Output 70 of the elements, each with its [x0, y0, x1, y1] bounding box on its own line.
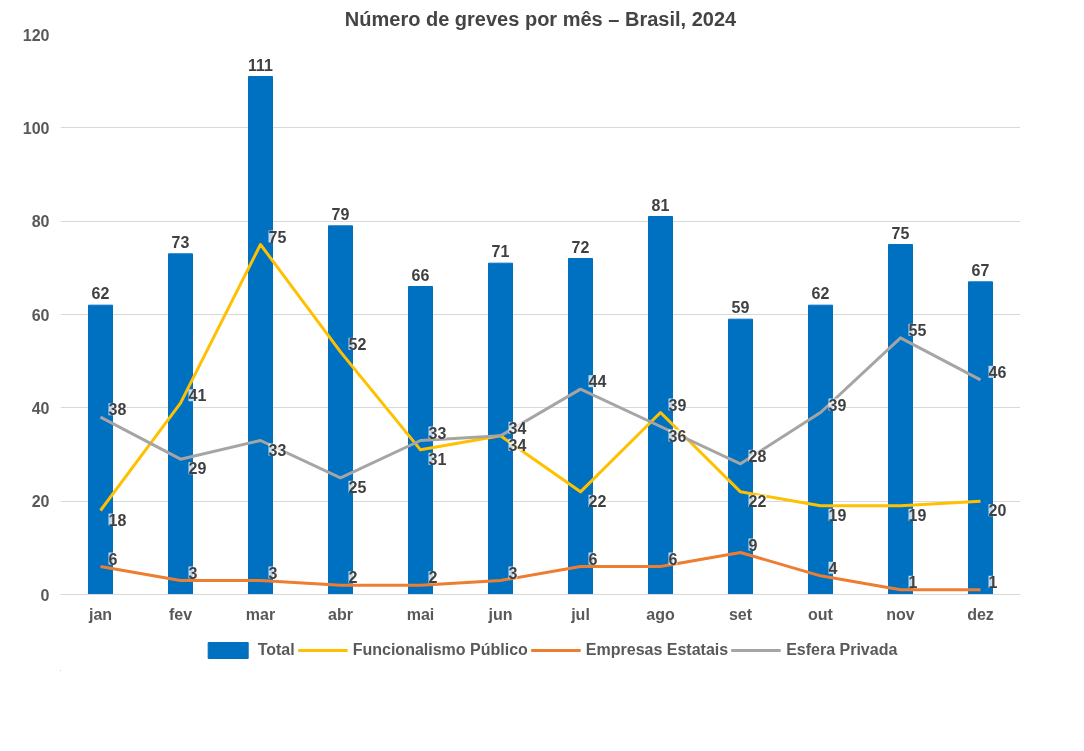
x-tick-label: jul [570, 605, 590, 623]
y-tick-label: 100 [22, 119, 50, 137]
line-series [99, 336, 982, 480]
y-tick-label: 20 [31, 493, 50, 511]
data-label: 19 [828, 506, 847, 524]
data-label: 31 [428, 450, 447, 468]
data-label: 2 [348, 569, 358, 587]
data-label: 72 [571, 238, 590, 256]
data-label: 38 [108, 401, 127, 419]
data-label: 18 [108, 511, 127, 529]
data-label: 2 [428, 569, 438, 587]
data-label: 39 [828, 396, 847, 414]
line-series [99, 551, 982, 592]
x-tick-label: mar [245, 605, 276, 623]
data-label: 1 [988, 573, 998, 591]
x-tick-label: jun [487, 605, 513, 623]
x-tick-label: fev [168, 605, 193, 623]
data-label: 22 [748, 492, 767, 510]
data-label: 6 [668, 550, 678, 568]
x-tick-label: out [808, 605, 834, 623]
data-label: 9 [748, 536, 758, 554]
legend-label: Empresas Estatais [585, 641, 729, 659]
data-label: 71 [491, 243, 510, 261]
data-label: 29 [188, 460, 207, 478]
data-label: 25 [348, 478, 367, 496]
legend-label: Funcionalismo Público [352, 641, 528, 659]
legend-label: Esfera Privada [786, 641, 898, 659]
x-tick-label: set [728, 605, 753, 623]
data-label: 75 [268, 228, 287, 246]
data-label: 75 [891, 224, 910, 242]
data-label: 3 [188, 564, 198, 582]
data-label: 19 [908, 506, 927, 524]
data-label: 33 [268, 441, 287, 459]
data-label: 6 [108, 550, 118, 568]
data-label: 33 [428, 424, 447, 442]
data-label: 55 [908, 321, 927, 339]
data-label: 73 [171, 233, 190, 251]
data-label: 22 [588, 492, 607, 510]
y-tick-label: 0 [40, 586, 50, 604]
data-label: 1 [908, 573, 918, 591]
data-label: 36 [668, 427, 687, 445]
x-tick-label: dez [967, 605, 994, 623]
data-label: 6 [588, 550, 598, 568]
y-tick-label: 40 [31, 399, 50, 417]
data-label: 20 [988, 502, 1007, 520]
x-tick-label: nov [886, 605, 915, 623]
data-label: 28 [748, 447, 767, 465]
data-label: 52 [348, 335, 367, 353]
data-label: 3 [508, 564, 518, 582]
x-tick-label: mai [406, 605, 435, 623]
data-label: 66 [411, 266, 430, 284]
y-tick-label: 80 [31, 213, 50, 231]
chart-title: Número de greves por mês – Brasil, 2024 [344, 7, 738, 30]
data-label: 81 [651, 196, 670, 214]
data-label: 67 [971, 261, 990, 279]
data-label: 79 [331, 205, 350, 223]
data-label: 111 [248, 56, 274, 74]
data-label: 62 [811, 285, 830, 303]
x-tick-label: ago [646, 605, 675, 623]
data-label: 34 [508, 436, 527, 454]
data-label: 39 [668, 396, 687, 414]
data-label: 62 [91, 285, 110, 303]
data-label: 59 [731, 299, 750, 317]
y-tick-label: 60 [31, 306, 50, 324]
x-tick-label: jan [87, 605, 113, 623]
data-label: 3 [268, 564, 278, 582]
data-label: 34 [508, 419, 527, 437]
legend-label: Total [257, 641, 295, 659]
y-tick-label: 120 [22, 26, 50, 44]
x-tick-label: abr [328, 605, 353, 623]
